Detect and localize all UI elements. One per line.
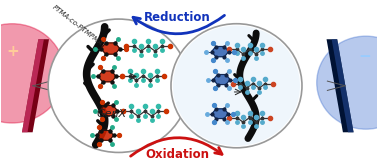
Text: Reduction: Reduction	[144, 10, 211, 24]
Text: +: +	[6, 44, 19, 59]
Polygon shape	[22, 39, 49, 132]
Polygon shape	[98, 71, 116, 82]
Polygon shape	[214, 75, 230, 85]
Text: PTMA-co-PTMPMA: PTMA-co-PTMPMA	[51, 4, 104, 47]
Circle shape	[173, 26, 300, 146]
Polygon shape	[22, 39, 44, 132]
Text: Oxidation: Oxidation	[146, 148, 209, 161]
Circle shape	[0, 24, 65, 123]
Polygon shape	[332, 39, 353, 132]
Text: GenX: GenX	[97, 109, 127, 119]
Polygon shape	[98, 131, 113, 140]
Polygon shape	[212, 47, 229, 57]
Polygon shape	[212, 109, 228, 119]
Polygon shape	[327, 39, 353, 132]
Polygon shape	[100, 105, 117, 116]
Circle shape	[48, 19, 189, 153]
Circle shape	[171, 24, 302, 148]
Polygon shape	[101, 43, 120, 54]
Text: −: −	[359, 49, 372, 64]
Circle shape	[317, 36, 378, 129]
